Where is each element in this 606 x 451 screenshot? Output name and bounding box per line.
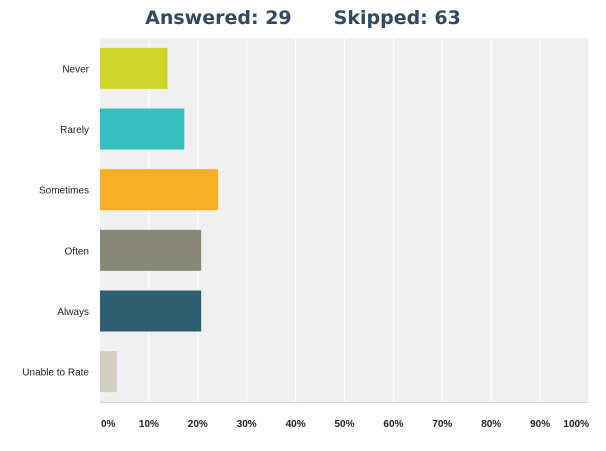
category-label: Always <box>57 307 89 318</box>
category-label: Unable to Rate <box>22 368 89 379</box>
x-tick-label: 10% <box>139 419 159 430</box>
category-label: Never <box>62 64 89 75</box>
x-tick-label: 70% <box>432 419 452 430</box>
x-tick-label: 0% <box>101 419 116 430</box>
bar-rarely <box>100 108 185 150</box>
category-label: Often <box>65 246 89 257</box>
x-tick-label: 40% <box>286 419 306 430</box>
bar-unable-to-rate <box>100 351 117 393</box>
answered-value: 29 <box>265 7 292 29</box>
bar-often <box>100 229 202 271</box>
x-tick-label: 100% <box>563 419 589 430</box>
x-tick-label: 30% <box>237 419 257 430</box>
x-tick-label: 80% <box>481 419 501 430</box>
bar-never <box>100 47 168 89</box>
skipped-value: 63 <box>434 7 461 29</box>
category-label: Rarely <box>60 125 89 136</box>
skipped-label: Skipped: <box>333 7 428 29</box>
category-label: Sometimes <box>39 186 89 197</box>
bar-sometimes <box>100 169 219 211</box>
answered-label: Answered: <box>145 7 259 29</box>
bar-always <box>100 290 202 332</box>
x-tick-label: 90% <box>530 419 550 430</box>
x-tick-label: 60% <box>383 419 403 430</box>
x-tick-label: 50% <box>334 419 354 430</box>
answered-count: Answered: 29 <box>145 4 292 34</box>
response-summary: Answered: 29 Skipped: 63 <box>0 4 606 34</box>
skipped-count: Skipped: 63 <box>334 4 461 34</box>
x-tick-label: 20% <box>188 419 208 430</box>
